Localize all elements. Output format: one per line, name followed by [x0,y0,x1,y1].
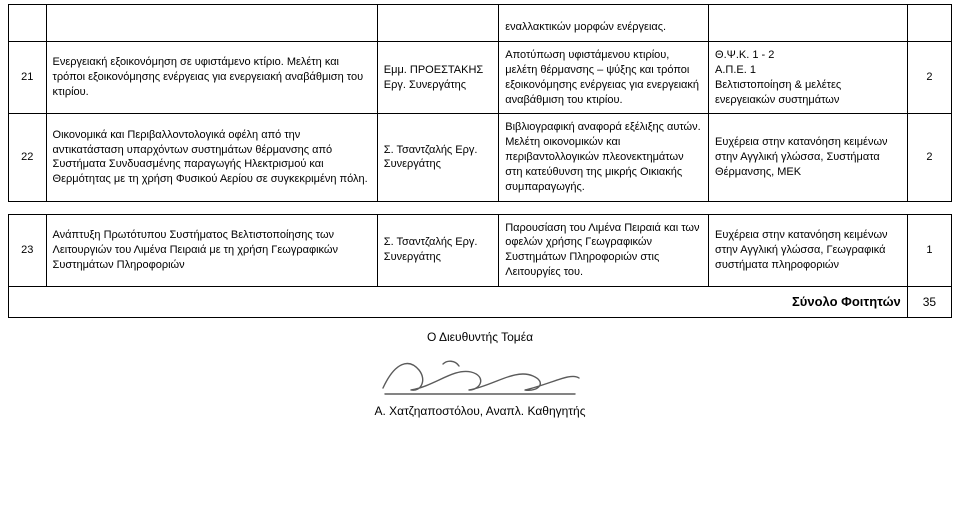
total-value: 35 [907,286,951,317]
table-row: 21 Ενεργειακή εξοικονόμηση σε υφιστάμενο… [9,42,952,114]
row-supervisor: Σ. Τσαντζαλής Εργ. Συνεργάτης [377,214,498,286]
row-description: Βιβλιογραφική αναφορά εξέλιξης αυτών. Με… [499,114,709,201]
table-row: 23 Ανάπτυξη Πρωτότυπου Συστήματος Βελτισ… [9,214,952,286]
thesis-table: εναλλακτικών μορφών ενέργειας. 21 Ενεργε… [8,4,952,202]
row-title: Ανάπτυξη Πρωτότυπου Συστήματος Βελτιστοπ… [46,214,377,286]
row-title [46,5,377,42]
signer-name: Α. Χατζηαποστόλου, Αναπλ. Καθηγητής [8,404,952,418]
row-count [907,5,951,42]
director-title: Ο Διευθυντής Τομέα [8,330,952,344]
row-title: Οικονομικά και Περιβαλλοντολογικά οφέλη … [46,114,377,201]
row-number: 21 [9,42,47,114]
footer: Ο Διευθυντής Τομέα Α. Χατζηαποστόλου, Αν… [8,330,952,418]
table-row: 22 Οικονομικά και Περιβαλλοντολογικά οφέ… [9,114,952,201]
row-title: Ενεργειακή εξοικονόμηση σε υφιστάμενο κτ… [46,42,377,114]
table-row: εναλλακτικών μορφών ενέργειας. [9,5,952,42]
total-row: Σύνολο Φοιτητών 35 [9,286,952,317]
signature-image [375,350,585,402]
row-supervisor [377,5,498,42]
row-count: 2 [907,114,951,201]
row-number: 23 [9,214,47,286]
row-count: 2 [907,42,951,114]
total-label: Σύνολο Φοιτητών [9,286,908,317]
row-requirements: Θ.Ψ.Κ. 1 - 2Α.Π.Ε. 1Βελτιστοποίηση & μελ… [709,42,908,114]
row-description: εναλλακτικών μορφών ενέργειας. [499,5,709,42]
thesis-table-2: 23 Ανάπτυξη Πρωτότυπου Συστήματος Βελτισ… [8,214,952,318]
row-supervisor: Σ. Τσαντζαλής Εργ. Συνεργάτης [377,114,498,201]
row-supervisor: Εμμ. ΠΡΟΕΣΤΑΚΗΣ Εργ. Συνεργάτης [377,42,498,114]
row-number: 22 [9,114,47,201]
row-description: Αποτύπωση υφιστάμενου κτιρίου, μελέτη θέ… [499,42,709,114]
row-requirements [709,5,908,42]
row-description: Παρουσίαση του Λιμένα Πειραιά και των οφ… [499,214,709,286]
row-requirements: Ευχέρεια στην κατανόηση κειμένων στην Αγ… [709,114,908,201]
page: εναλλακτικών μορφών ενέργειας. 21 Ενεργε… [0,0,960,430]
row-count: 1 [907,214,951,286]
row-number [9,5,47,42]
row-requirements: Ευχέρεια στην κατανόηση κειμένων στην Αγ… [709,214,908,286]
